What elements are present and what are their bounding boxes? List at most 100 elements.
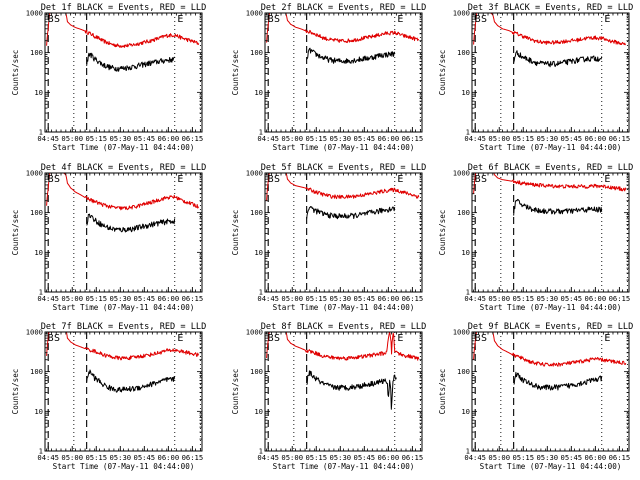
marker-s: S — [481, 333, 487, 344]
series-events-line — [513, 50, 603, 68]
x-tick-label: 06:15 — [609, 453, 631, 462]
x-tick-label: 05:30 — [109, 453, 131, 462]
x-tick-label: 04:45 — [257, 453, 279, 462]
y-tick-label: 1000 — [246, 9, 263, 18]
panel-title: Det 7f BLACK = Events, RED = LLD — [41, 322, 207, 332]
y-tick-label: 1 — [39, 128, 43, 137]
series-lld-line — [46, 13, 200, 48]
x-tick-label: 06:00 — [378, 134, 400, 143]
plot-frame — [44, 172, 203, 293]
y-axis-label: Counts/sec — [438, 369, 447, 415]
y-tick-label: 1 — [259, 128, 263, 137]
marker-s: S — [54, 14, 60, 25]
marker-b: B — [48, 174, 54, 185]
x-tick-label: 05:15 — [305, 294, 327, 303]
y-axis-label: Counts/sec — [11, 369, 20, 415]
x-axis-label: Start Time (07-May-11 04:44:00) — [53, 143, 195, 152]
x-tick-label: 05:00 — [488, 134, 510, 143]
x-tick-label: 05:45 — [561, 453, 583, 462]
x-tick-label: 05:15 — [305, 134, 327, 143]
x-tick-label: 04:45 — [257, 294, 279, 303]
marker-e: E — [397, 333, 403, 344]
x-tick-label: 05:15 — [85, 294, 107, 303]
series-events-line — [306, 47, 396, 64]
plot-area — [473, 13, 628, 132]
plot-area — [266, 173, 421, 292]
x-axis-label: Start Time (07-May-11 04:44:00) — [273, 303, 415, 312]
x-tick-label: 05:15 — [85, 134, 107, 143]
y-axis-label: Counts/sec — [231, 369, 240, 415]
x-tick-label: 05:00 — [281, 294, 303, 303]
y-axis-label: Counts/sec — [438, 50, 447, 96]
x-tick-label: 06:15 — [609, 134, 631, 143]
marker-b: B — [475, 14, 481, 25]
y-tick-label: 100 — [457, 48, 470, 57]
y-tick-label: 1000 — [26, 9, 43, 18]
marker-s: S — [274, 14, 280, 25]
x-tick-label: 06:00 — [158, 134, 180, 143]
series-events-line — [306, 370, 397, 410]
plot-area — [473, 173, 628, 292]
plot-frame — [44, 12, 203, 133]
x-tick-label: 05:00 — [281, 453, 303, 462]
y-tick-label: 1000 — [453, 169, 470, 178]
panel-title: Det 1f BLACK = Events, RED = LLD — [41, 3, 207, 13]
marker-b: B — [268, 174, 274, 185]
y-axis-label: Counts/sec — [231, 50, 240, 96]
x-tick-label: 05:00 — [61, 294, 83, 303]
x-tick-label: 05:30 — [329, 134, 351, 143]
x-tick-label: 04:45 — [37, 453, 59, 462]
y-tick-label: 10 — [34, 248, 43, 257]
y-tick-label: 100 — [30, 208, 43, 217]
series-events-line — [306, 206, 396, 220]
x-tick-label: 05:45 — [561, 134, 583, 143]
panel-title: Det 5f BLACK = Events, RED = LLD — [261, 163, 427, 173]
x-tick-label: 05:45 — [134, 453, 156, 462]
y-tick-label: 1 — [466, 128, 470, 137]
y-tick-label: 1 — [39, 447, 43, 456]
y-tick-label: 10 — [254, 248, 263, 257]
marker-e: E — [177, 14, 183, 25]
marker-s: S — [274, 174, 280, 185]
panel-title: Det 4f BLACK = Events, RED = LLD — [41, 163, 207, 173]
x-axis-label: Start Time (07-May-11 04:44:00) — [480, 303, 622, 312]
plot-frame — [471, 331, 630, 452]
series-events-line — [86, 369, 176, 393]
x-tick-label: 06:15 — [402, 134, 424, 143]
plot-area — [46, 13, 201, 132]
series-lld-line — [473, 13, 626, 46]
y-tick-label: 1000 — [453, 9, 470, 18]
x-axis-label: Start Time (07-May-11 04:44:00) — [53, 303, 195, 312]
x-tick-label: 05:30 — [536, 134, 558, 143]
x-axis-label: Start Time (07-May-11 04:44:00) — [53, 462, 195, 471]
x-tick-label: 05:45 — [354, 453, 376, 462]
x-tick-label: 05:45 — [134, 134, 156, 143]
marker-b: B — [48, 333, 54, 344]
x-tick-label: 06:15 — [402, 294, 424, 303]
y-tick-label: 10 — [254, 88, 263, 97]
y-tick-label: 100 — [457, 208, 470, 217]
x-tick-label: 04:45 — [464, 294, 486, 303]
x-tick-label: 05:00 — [488, 453, 510, 462]
marker-e: E — [177, 174, 183, 185]
x-tick-label: 05:45 — [354, 294, 376, 303]
marker-e: E — [604, 14, 610, 25]
y-axis-label: Counts/sec — [11, 210, 20, 256]
y-tick-label: 1 — [259, 447, 263, 456]
y-tick-label: 1 — [466, 447, 470, 456]
series-lld-line — [473, 173, 627, 194]
marker-s: S — [274, 333, 280, 344]
series-lld-line — [266, 13, 420, 44]
marker-s: S — [54, 174, 60, 185]
plot-frame — [44, 331, 203, 452]
series-events-line — [513, 198, 603, 216]
y-tick-label: 1 — [39, 288, 43, 297]
x-tick-label: 06:00 — [158, 294, 180, 303]
y-tick-label: 1000 — [246, 328, 263, 337]
x-tick-label: 06:00 — [378, 453, 400, 462]
